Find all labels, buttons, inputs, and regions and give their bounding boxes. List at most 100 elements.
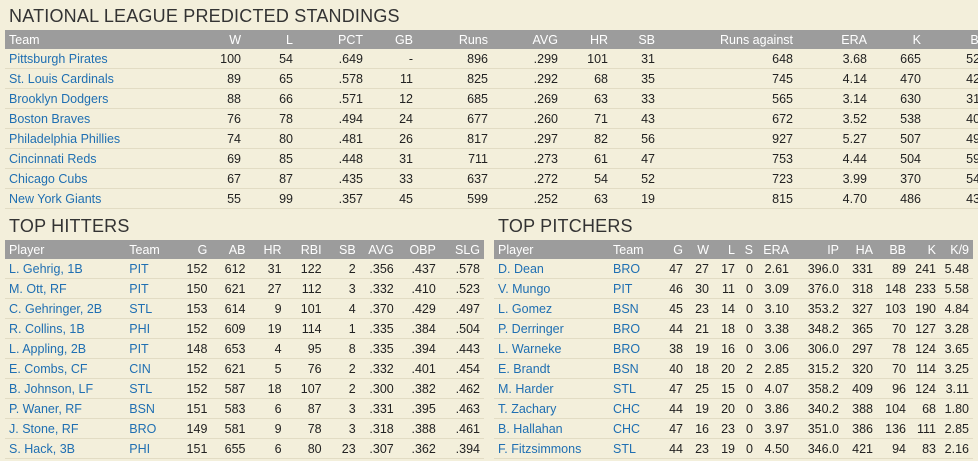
player-link[interactable]: L. Gomez <box>494 298 609 319</box>
column-header[interactable]: RBI <box>285 240 326 259</box>
player-link[interactable]: T. Zachary <box>494 398 609 419</box>
stat-cell: 47 <box>657 378 687 399</box>
stat-cell: 4.50 <box>757 438 793 459</box>
column-header[interactable]: Team <box>125 240 176 259</box>
column-header[interactable]: L <box>713 240 739 259</box>
column-header[interactable]: W <box>687 240 713 259</box>
team-link[interactable]: STL <box>609 378 657 399</box>
column-header[interactable]: Team <box>5 30 175 49</box>
column-header[interactable]: Team <box>609 240 657 259</box>
column-header[interactable]: K <box>910 240 940 259</box>
team-link[interactable]: St. Louis Cardinals <box>5 68 175 89</box>
team-link[interactable]: BSN <box>609 298 657 319</box>
column-header[interactable]: BB <box>925 30 978 49</box>
player-link[interactable]: B. Hallahan <box>494 418 609 439</box>
team-link[interactable]: BRO <box>125 418 176 439</box>
team-link[interactable]: PIT <box>125 338 176 359</box>
player-link[interactable]: S. Hack, 3B <box>5 438 126 459</box>
column-header[interactable]: K/9 <box>940 240 973 259</box>
team-link[interactable]: Philadelphia Phillies <box>5 128 175 149</box>
player-link[interactable]: L. Appling, 2B <box>5 338 126 359</box>
team-link[interactable]: PHI <box>125 318 176 339</box>
pitcher-row: F. Fitzsimmons STL 44 23 19 0 4.50 346.0 421 94 83… <box>494 438 973 459</box>
stat-cell: 35 <box>612 68 659 89</box>
team-link[interactable]: Boston Braves <box>5 108 175 129</box>
team-link[interactable]: Chicago Cubs <box>5 168 175 189</box>
stat-cell: 3.11 <box>940 378 973 399</box>
player-link[interactable]: M. Harder <box>494 378 609 399</box>
column-header[interactable]: HR <box>249 240 286 259</box>
column-header[interactable]: Runs <box>417 30 492 49</box>
player-link[interactable]: J. Stone, RF <box>5 418 126 439</box>
team-link[interactable]: CIN <box>125 358 176 379</box>
stat-cell: 52 <box>612 168 659 189</box>
stat-cell: 11 <box>367 68 417 89</box>
team-link[interactable]: PIT <box>609 278 657 299</box>
column-header[interactable]: IP <box>793 240 843 259</box>
team-link[interactable]: BRO <box>609 318 657 339</box>
team-link[interactable]: BSN <box>125 398 176 419</box>
team-link[interactable]: BSN <box>609 358 657 379</box>
team-link[interactable]: Brooklyn Dodgers <box>5 88 175 109</box>
column-header[interactable]: ERA <box>757 240 793 259</box>
team-link[interactable]: Cincinnati Reds <box>5 148 175 169</box>
column-header[interactable]: HA <box>843 240 877 259</box>
team-link[interactable]: PHI <box>125 438 176 459</box>
column-header[interactable]: OBP <box>397 240 440 259</box>
column-header[interactable]: Runs against <box>659 30 797 49</box>
column-header[interactable]: Player <box>494 240 609 259</box>
column-header[interactable]: GB <box>367 30 417 49</box>
standings-row: Philadelphia Phillies 74 80.481 26 817.297 82… <box>5 128 978 149</box>
team-link[interactable]: PIT <box>125 259 176 279</box>
column-header[interactable]: SLG <box>439 240 484 259</box>
player-link[interactable]: E. Combs, CF <box>5 358 126 379</box>
player-link[interactable]: B. Johnson, LF <box>5 378 126 399</box>
player-link[interactable]: R. Collins, 1B <box>5 318 126 339</box>
player-link[interactable]: E. Brandt <box>494 358 609 379</box>
player-link[interactable]: L. Gehrig, 1B <box>5 259 126 279</box>
player-link[interactable]: F. Fitzsimmons <box>494 438 609 459</box>
team-link[interactable]: PIT <box>125 278 176 299</box>
column-header[interactable]: Player <box>5 240 126 259</box>
team-link[interactable]: New York Giants <box>5 188 175 209</box>
column-header[interactable]: AVG <box>359 240 398 259</box>
player-link[interactable]: L. Warneke <box>494 338 609 359</box>
player-link[interactable]: D. Dean <box>494 259 609 279</box>
team-link[interactable]: STL <box>125 298 176 319</box>
stat-cell: 320 <box>843 358 877 379</box>
stat-cell: - <box>367 49 417 69</box>
stat-cell: .356 <box>359 259 398 279</box>
team-link[interactable]: CHC <box>609 418 657 439</box>
column-header[interactable]: K <box>871 30 925 49</box>
stat-cell: 16 <box>713 338 739 359</box>
column-header[interactable]: W <box>175 30 245 49</box>
player-link[interactable]: P. Derringer <box>494 318 609 339</box>
team-link[interactable]: BRO <box>609 259 657 279</box>
column-header[interactable]: G <box>657 240 687 259</box>
column-header[interactable]: PCT <box>297 30 367 49</box>
team-link[interactable]: Pittsburgh Pirates <box>5 49 175 69</box>
stat-cell: 3.52 <box>797 108 871 129</box>
column-header[interactable]: AVG <box>492 30 562 49</box>
column-header[interactable]: SB <box>325 240 360 259</box>
stat-cell: 3.14 <box>797 88 871 109</box>
column-header[interactable]: HR <box>562 30 612 49</box>
column-header[interactable]: ERA <box>797 30 871 49</box>
column-header[interactable]: L <box>245 30 297 49</box>
player-link[interactable]: C. Gehringer, 2B <box>5 298 126 319</box>
team-link[interactable]: STL <box>125 378 176 399</box>
hitter-row: C. Gehringer, 2B STL 153 614 9 101 4.370.429.4… <box>5 298 484 319</box>
column-header[interactable]: S <box>739 240 757 259</box>
team-link[interactable]: BRO <box>609 338 657 359</box>
stat-cell: 2 <box>325 259 360 279</box>
player-link[interactable]: M. Ott, RF <box>5 278 126 299</box>
player-link[interactable]: P. Waner, RF <box>5 398 126 419</box>
column-header[interactable]: G <box>175 240 212 259</box>
team-link[interactable]: STL <box>609 438 657 459</box>
team-link[interactable]: CHC <box>609 398 657 419</box>
column-header[interactable]: BB <box>877 240 910 259</box>
column-header[interactable]: AB <box>211 240 250 259</box>
player-link[interactable]: V. Mungo <box>494 278 609 299</box>
column-header[interactable]: SB <box>612 30 659 49</box>
stat-cell: 376.0 <box>793 278 843 299</box>
